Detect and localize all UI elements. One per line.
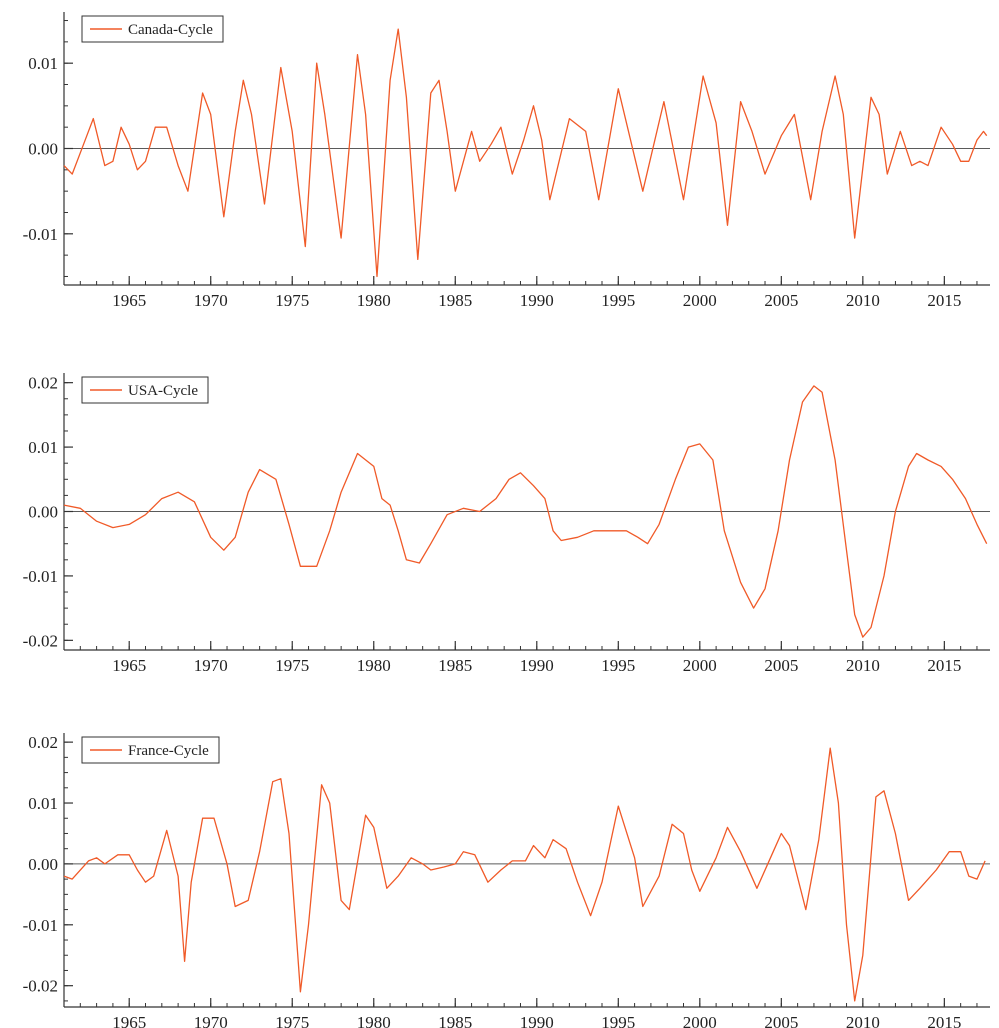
chart-panel-canada: 1965 1970 1975 1980 1985 1990 1995 2000 2005 2010… <box>23 12 990 310</box>
chart-panel-usa: 1965 1970 1975 1980 1985 1990 1995 2000 2005 2010… <box>23 373 990 675</box>
y-tick-label: 0.02 <box>28 374 58 393</box>
legend: Canada-Cycle <box>81 15 224 43</box>
y-tick-label: 0.02 <box>28 733 58 752</box>
x-tick-label: 1980 <box>357 291 391 310</box>
y-tick-label: 0.01 <box>28 438 58 457</box>
y-tick-label: -0.01 <box>23 916 58 935</box>
x-tick-label: 1980 <box>357 656 391 675</box>
x-tick-label: 2005 <box>764 291 798 310</box>
x-tick-label: 1970 <box>194 291 228 310</box>
series-line-france <box>63 747 986 1002</box>
x-tick-label: 1990 <box>520 1013 554 1028</box>
x-tick-label: 1970 <box>194 656 228 675</box>
x-tick-label: 2015 <box>927 1013 961 1028</box>
x-tick-label: 2010 <box>846 656 880 675</box>
x-tick-label: 2015 <box>927 291 961 310</box>
x-tick-label: 1975 <box>275 1013 309 1028</box>
x-tick-label: 1965 <box>112 1013 146 1028</box>
x-tick-label: 2000 <box>683 291 717 310</box>
x-tick-label: 2015 <box>927 656 961 675</box>
y-tick-label: -0.02 <box>23 631 58 650</box>
legend-label: France-Cycle <box>128 743 209 759</box>
x-tick-label: 1975 <box>275 291 309 310</box>
series-line-usa <box>63 385 988 638</box>
x-tick-label: 2000 <box>683 1013 717 1028</box>
series-line-canada <box>63 28 988 278</box>
y-tick-label: -0.01 <box>23 567 58 586</box>
x-tick-label: 2005 <box>764 656 798 675</box>
x-tick-label: 1990 <box>520 291 554 310</box>
x-tick-label: 1965 <box>112 291 146 310</box>
x-tick-label: 2005 <box>764 1013 798 1028</box>
x-tick-label: 1975 <box>275 656 309 675</box>
x-tick-label: 1995 <box>601 291 635 310</box>
x-tick-label: 1985 <box>438 291 472 310</box>
y-tick-label: 0.00 <box>28 503 58 522</box>
x-tick-label: 2010 <box>846 291 880 310</box>
legend-label: Canada-Cycle <box>128 22 213 38</box>
legend: USA-Cycle <box>81 376 209 404</box>
y-tick-label: 0.00 <box>28 855 58 874</box>
y-tick-label: -0.01 <box>23 225 58 244</box>
x-tick-label: 1995 <box>601 656 635 675</box>
x-tick-label: 1985 <box>438 656 472 675</box>
x-tick-label: 1980 <box>357 1013 391 1028</box>
y-tick-label: 0.00 <box>28 140 58 159</box>
x-tick-label: 2010 <box>846 1013 880 1028</box>
y-tick-label: -0.02 <box>23 977 58 996</box>
y-tick-label: 0.01 <box>28 794 58 813</box>
x-tick-label: 1965 <box>112 656 146 675</box>
legend-label: USA-Cycle <box>128 383 198 399</box>
x-tick-label: 1995 <box>601 1013 635 1028</box>
legend: France-Cycle <box>81 736 220 764</box>
x-tick-label: 1985 <box>438 1013 472 1028</box>
y-tick-label: 0.01 <box>28 54 58 73</box>
x-tick-label: 2000 <box>683 656 717 675</box>
chart-panel-france: 1965 1970 1975 1980 1985 1990 1995 2000 2005 2010… <box>23 733 990 1028</box>
x-tick-label: 1990 <box>520 656 554 675</box>
x-tick-label: 1970 <box>194 1013 228 1028</box>
